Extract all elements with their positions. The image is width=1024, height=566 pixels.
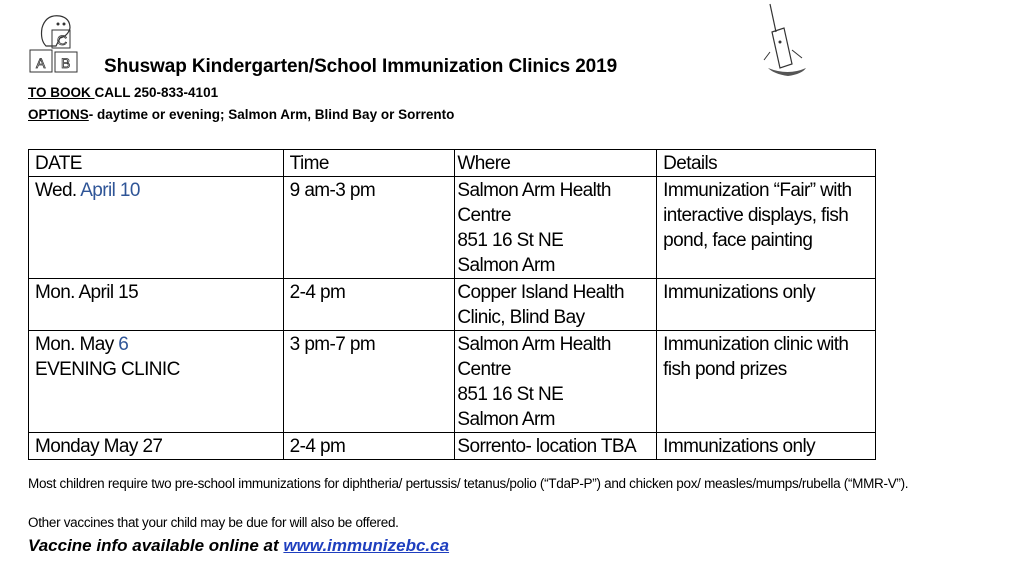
cell-details: Immunization “Fair” with interactive dis… xyxy=(656,176,876,279)
vaccine-info-text: Vaccine info available online at xyxy=(28,536,284,555)
clinic-table: DATE Time Where Details Wed. April 10 9 … xyxy=(28,149,876,460)
date-highlight: April 10 xyxy=(80,180,140,201)
book-phone: CALL 250-833-4101 xyxy=(94,85,219,100)
header-where: Where xyxy=(454,149,658,177)
cell-details: Immunization clinic with fish pond prize… xyxy=(656,330,876,433)
cell-time: 2-4 pm xyxy=(282,278,456,331)
book-label: TO BOOK xyxy=(28,85,95,100)
header-details: Details xyxy=(656,149,876,177)
table-row: Mon. May 6 EVENING CLINIC 3 pm-7 pm Salm… xyxy=(28,330,876,433)
table-row: Monday May 27 2-4 pm Sorrento- location … xyxy=(28,432,876,460)
cell-details: Immunizations only xyxy=(656,432,876,460)
table-row: Mon. April 15 2-4 pm Copper Island Healt… xyxy=(28,278,876,331)
date-highlight: 6 xyxy=(118,334,129,355)
table-row: Wed. April 10 9 am-3 pm Salmon Arm Healt… xyxy=(28,176,876,279)
table-header-row: DATE Time Where Details xyxy=(28,149,876,177)
page-title: Shuswap Kindergarten/School Immunization… xyxy=(104,56,618,77)
cell-time: 9 am-3 pm xyxy=(282,176,456,279)
bear-blocks-logo-icon: C A B xyxy=(29,15,78,73)
block-letter-b: B xyxy=(61,55,70,71)
cell-time: 3 pm-7 pm xyxy=(282,330,456,433)
cell-date: Monday May 27 xyxy=(28,432,284,460)
cell-where: Salmon Arm Health Centre 851 16 St NE Sa… xyxy=(454,330,658,433)
other-vaccines-note: Other vaccines that your child may be du… xyxy=(28,515,399,530)
vaccine-info-line: Vaccine info available online at www.imm… xyxy=(28,536,449,556)
options-line: OPTIONS- daytime or evening; Salmon Arm,… xyxy=(28,107,454,122)
date-text: Monday May 27 xyxy=(35,436,163,457)
immunization-note: Most children require two pre-school imm… xyxy=(28,476,909,491)
date-suffix: EVENING CLINIC xyxy=(35,359,180,380)
syringe-cartoon-icon xyxy=(763,3,806,76)
cell-where: Salmon Arm Health Centre 851 16 St NE Sa… xyxy=(454,176,658,279)
header-time: Time xyxy=(282,149,456,177)
date-text: Mon. May xyxy=(35,334,119,355)
cell-time: 2-4 pm xyxy=(282,432,456,460)
options-label: OPTIONS xyxy=(28,107,89,122)
cell-where: Copper Island Health Clinic, Blind Bay xyxy=(454,278,658,331)
header-date: DATE xyxy=(28,149,284,177)
booking-line: TO BOOK CALL 250-833-4101 xyxy=(28,85,218,100)
cell-details: Immunizations only xyxy=(656,278,876,331)
cell-date: Mon. April 15 xyxy=(28,278,284,331)
cell-where: Sorrento- location TBA xyxy=(454,432,658,460)
cell-date: Mon. May 6 EVENING CLINIC xyxy=(28,330,284,433)
block-letter-c: C xyxy=(57,32,67,48)
date-text: Mon. April 15 xyxy=(35,282,139,303)
cell-date: Wed. April 10 xyxy=(28,176,284,279)
immunizebc-link[interactable]: www.immunizebc.ca xyxy=(283,536,450,555)
date-text: Wed. xyxy=(35,180,81,201)
options-text: - daytime or evening; Salmon Arm, Blind … xyxy=(88,107,455,122)
block-letter-a: A xyxy=(36,55,46,71)
